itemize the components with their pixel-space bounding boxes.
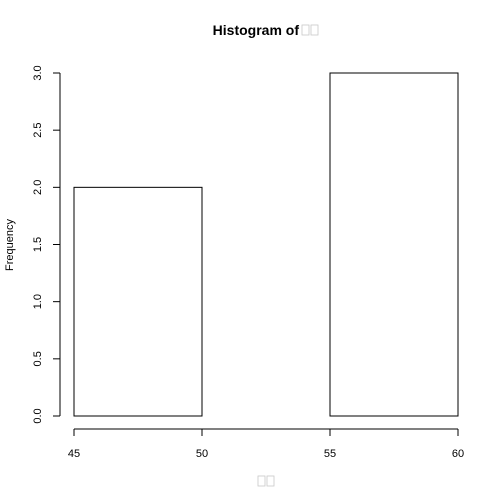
y-tick-label: 1.0: [32, 294, 44, 309]
chart-title: Histogram of: [213, 22, 319, 38]
missing-glyph-icon: [257, 475, 266, 487]
y-tick-label: 1.5: [32, 237, 44, 252]
x-tick-label: 55: [324, 448, 336, 460]
y-axis-label: Frequency: [4, 219, 16, 271]
histogram-bar-1: [73, 186, 203, 417]
bars-group: [73, 72, 459, 417]
histogram-bar-3: [329, 72, 459, 417]
y-tick-label: 3.0: [32, 65, 44, 80]
chart-title-text: Histogram of: [213, 22, 300, 38]
missing-glyph-icon: [301, 24, 310, 36]
y-tick-label: 2.5: [32, 123, 44, 138]
y-tick-label: 0.5: [32, 351, 44, 366]
y-tick-label: 2.0: [32, 180, 44, 195]
y-tick-label: 0.0: [32, 408, 44, 423]
x-tick-label: 45: [68, 448, 80, 460]
x-tick-label: 60: [452, 448, 464, 460]
x-axis: 45 50 55 60: [68, 428, 464, 460]
x-tick-label: 50: [196, 448, 208, 460]
x-axis-label: [257, 475, 275, 487]
missing-glyph-icon: [266, 475, 275, 487]
y-axis: 0.0 0.5 1.0 1.5 2.0 2.5 3.0: [32, 65, 61, 424]
missing-glyph-icon: [310, 24, 319, 36]
